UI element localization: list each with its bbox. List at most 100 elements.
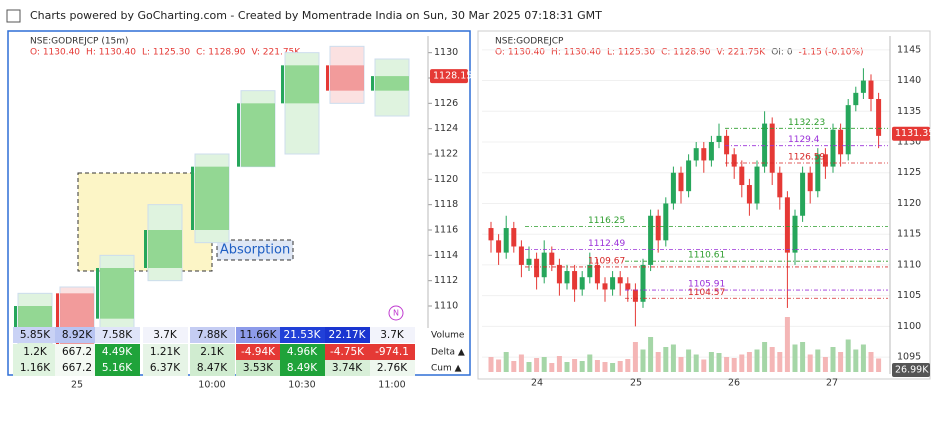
- table-value: 11.66K: [240, 329, 278, 341]
- volume-tag-bg: [892, 363, 930, 377]
- volume-bar: [602, 362, 608, 372]
- y-tick-label: 1122: [434, 149, 458, 160]
- price-tag-bg: [430, 69, 468, 84]
- annotation: Absorption: [220, 243, 290, 258]
- table-value: 22.17K: [329, 329, 367, 341]
- table-value: 6.37K: [150, 362, 181, 374]
- price-tag: 1131.35: [895, 128, 934, 139]
- volume-bar: [686, 349, 692, 372]
- table-cell: [190, 327, 235, 343]
- x-tick-label: 25: [630, 378, 642, 389]
- news-icon[interactable]: [388, 305, 404, 321]
- candle-body: [549, 252, 555, 265]
- candle-body: [678, 172, 684, 192]
- table-cell: [13, 360, 58, 376]
- volume-bar: [701, 359, 707, 372]
- candle-body: [617, 277, 623, 284]
- volume-bar: [853, 349, 859, 372]
- volume-bar: [496, 359, 502, 372]
- candle-body: [488, 228, 494, 241]
- candle-body: [579, 277, 585, 290]
- candle-body: [503, 228, 509, 253]
- x-tick-label: 25: [71, 380, 83, 391]
- candle-body: [56, 293, 59, 344]
- candle-body: [731, 154, 737, 167]
- table-cell: [325, 327, 370, 343]
- news-icon-letter: N: [393, 309, 399, 318]
- table-value: -4.94K: [241, 346, 276, 358]
- candle-body: [701, 148, 707, 161]
- candle-body: [708, 142, 714, 161]
- footprint-body: [195, 166, 229, 230]
- volume-bar: [594, 360, 600, 372]
- candle-body: [610, 277, 616, 290]
- level-label: 1116.25: [588, 216, 625, 226]
- volume-bar: [534, 358, 540, 372]
- volume-bar: [670, 344, 676, 372]
- ohlc-field: OI: 0: [771, 48, 793, 58]
- table-cell: [13, 344, 58, 360]
- table-value: 8.47K: [197, 362, 228, 374]
- volume-bar: [800, 342, 806, 372]
- y-tick-label: 1118: [434, 199, 458, 210]
- annotation-box: [216, 239, 294, 261]
- candle-body: [564, 271, 570, 284]
- candle-body: [541, 252, 547, 278]
- y-tick-label: 1112: [434, 275, 458, 286]
- volume-bar: [541, 357, 547, 372]
- ohlc-field: C: 1128.90: [661, 48, 711, 58]
- table-value: 21.53K: [284, 329, 322, 341]
- volume-bar: [716, 353, 722, 372]
- candle-body: [625, 283, 631, 290]
- volume-bar: [526, 362, 532, 372]
- candle-body: [762, 123, 768, 167]
- table-value: 667.2: [62, 346, 92, 358]
- table-value: 1.21K: [150, 346, 181, 358]
- volume-bar: [564, 362, 570, 372]
- expand-icon[interactable]: [6, 9, 21, 23]
- table-value: 667.2: [62, 362, 92, 374]
- y-tick-label: 1125: [897, 167, 921, 178]
- table-cell: [370, 360, 415, 376]
- table-cell: [280, 327, 325, 343]
- ohlc-field: O: 1130.40: [495, 48, 545, 58]
- candle-body: [807, 172, 813, 192]
- candle-body: [96, 268, 99, 319]
- candle-body: [587, 264, 593, 278]
- table-value: 3.74K: [332, 362, 363, 374]
- table-cell: [280, 344, 325, 360]
- table-cell: [55, 327, 100, 343]
- table-cell: [143, 344, 188, 360]
- level-label: 1129.4: [788, 135, 820, 145]
- volume-bar: [625, 359, 631, 372]
- volume-bar: [860, 344, 866, 372]
- ohlc-field: H: 1130.40: [86, 48, 136, 58]
- table-value: 4.49K: [102, 346, 133, 358]
- volume-bar: [488, 357, 494, 372]
- candle-body: [518, 246, 524, 265]
- footprint-body: [148, 230, 182, 268]
- candle-body: [739, 166, 745, 186]
- footprint-body: [241, 103, 275, 167]
- candle-body: [496, 240, 502, 253]
- table-cell: [325, 344, 370, 360]
- volume-bar: [815, 349, 821, 372]
- volume-bar: [746, 352, 752, 372]
- table-cell: [95, 344, 140, 360]
- table-value: 7.88K: [197, 329, 228, 341]
- candle-body: [800, 172, 806, 216]
- footprint-body: [285, 65, 319, 104]
- right-panel: [477, 30, 931, 380]
- volume-bar: [663, 347, 669, 372]
- candle-body: [191, 166, 194, 230]
- ohlc-field: L: 1125.30: [607, 48, 655, 58]
- volume-bar: [868, 352, 874, 372]
- candle-body: [686, 160, 692, 192]
- candle-body: [838, 129, 844, 155]
- candle-body: [572, 271, 578, 290]
- x-tick-label: 10:30: [288, 380, 315, 391]
- y-tick-label: 1105: [897, 290, 921, 301]
- y-tick-label: 1140: [897, 75, 921, 86]
- candle-body: [716, 135, 722, 143]
